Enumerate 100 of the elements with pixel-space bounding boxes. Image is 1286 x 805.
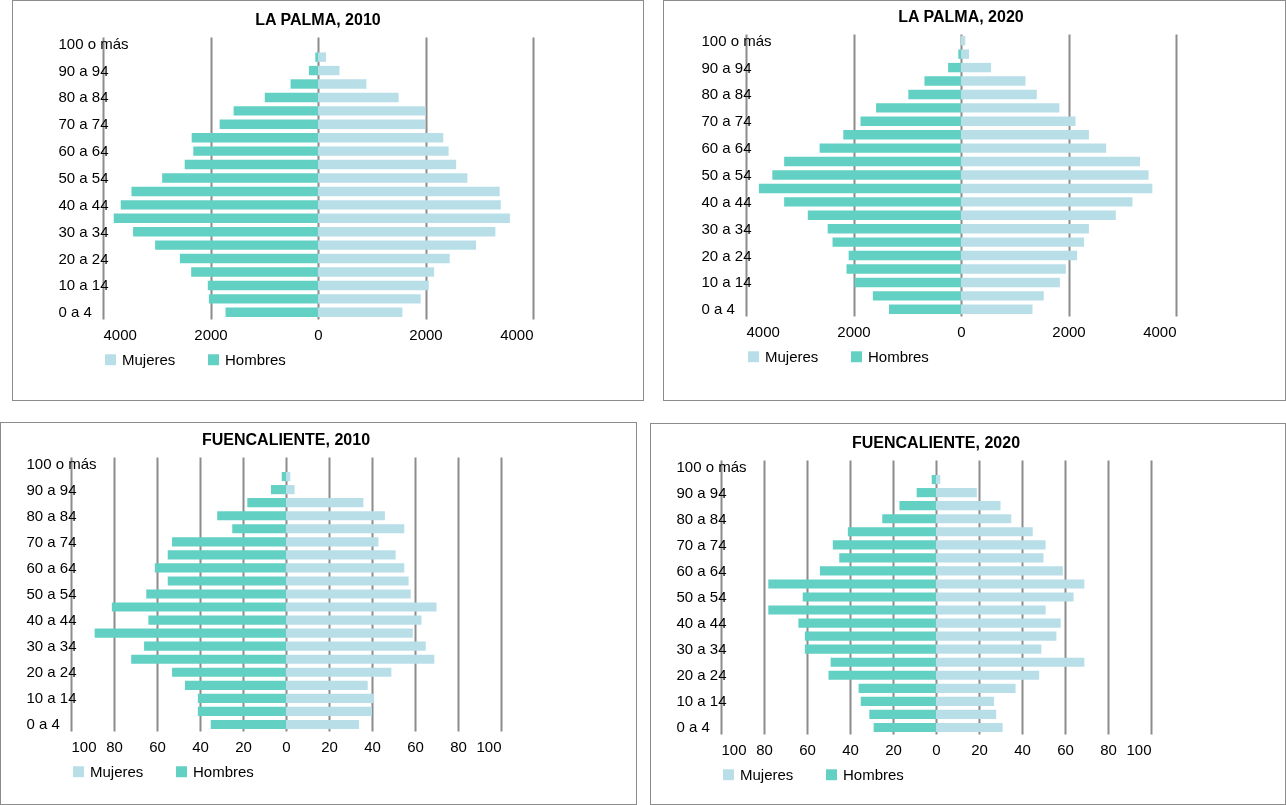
- chart-title: FUENCALIENTE, 2020: [851, 434, 1021, 452]
- y-tick-label: 40 a 44: [58, 195, 109, 213]
- bar: [172, 667, 286, 677]
- bar: [286, 576, 409, 586]
- legend-label: Mujeres: [740, 765, 794, 783]
- bar: [286, 524, 405, 534]
- legend-label: Hombres: [868, 347, 929, 365]
- y-tick-label: 100 o más: [676, 457, 747, 475]
- y-tick-label: 90 a 94: [701, 58, 752, 76]
- bar: [936, 696, 995, 706]
- y-tick-label: 10 a 14: [676, 692, 727, 710]
- x-tick-label: 60: [799, 740, 816, 758]
- x-tick-label: 2000: [837, 322, 871, 340]
- x-tick-label: 0: [932, 740, 941, 758]
- y-tick-label: 20 a 24: [701, 246, 752, 264]
- y-tick-label: 0 a 4: [676, 718, 710, 736]
- bar: [286, 472, 291, 482]
- bar: [899, 501, 936, 511]
- x-tick-label: 80: [1100, 740, 1117, 758]
- bar: [286, 706, 372, 716]
- bar: [281, 472, 286, 482]
- bar: [936, 683, 1016, 693]
- bar: [936, 618, 1061, 628]
- y-tick-label: 30 a 34: [26, 637, 77, 655]
- x-tick-label: 60: [149, 737, 166, 755]
- bar: [869, 709, 936, 719]
- x-tick-label: 2000: [409, 325, 443, 343]
- bar: [828, 670, 936, 680]
- y-tick-label: 70 a 74: [58, 115, 109, 133]
- bar: [197, 693, 286, 703]
- bar: [847, 527, 936, 537]
- bar: [830, 657, 936, 667]
- bar: [804, 644, 936, 654]
- x-tick-label: 4000: [746, 322, 780, 340]
- y-tick-label: 100 o más: [701, 31, 772, 49]
- bar: [286, 693, 375, 703]
- y-tick-label: 90 a 94: [26, 480, 77, 498]
- x-tick-label: 20: [321, 737, 338, 755]
- x-tick-label: 40: [842, 740, 859, 758]
- bar: [286, 602, 437, 612]
- y-tick-label: 0 a 4: [58, 303, 92, 321]
- y-tick-label: 80 a 84: [26, 506, 77, 524]
- x-tick-label: 100: [71, 737, 97, 755]
- y-tick-label: 0 a 4: [26, 715, 60, 733]
- y-tick-label: 60 a 64: [26, 558, 77, 576]
- bar: [931, 475, 936, 485]
- x-tick-label: 20: [971, 740, 988, 758]
- x-tick-label: 2000: [194, 325, 228, 343]
- bar: [286, 680, 368, 690]
- bar: [936, 670, 1040, 680]
- y-tick-label: 60 a 64: [676, 561, 727, 579]
- y-tick-label: 90 a 94: [58, 61, 109, 79]
- bar: [839, 553, 936, 563]
- x-tick-label: 0: [957, 322, 966, 340]
- bar: [873, 722, 936, 733]
- x-tick-label: 40: [1014, 740, 1031, 758]
- legend-label: Mujeres: [765, 347, 819, 365]
- y-tick-label: 90 a 94: [676, 483, 727, 501]
- bar: [768, 605, 936, 615]
- bar: [936, 527, 1033, 537]
- y-tick-label: 70 a 74: [26, 532, 77, 550]
- bar: [936, 644, 1042, 654]
- bar: [798, 618, 936, 628]
- bar: [916, 488, 936, 498]
- x-tick-label: 20: [885, 740, 902, 758]
- x-tick-label: 0: [282, 737, 291, 755]
- y-tick-label: 20 a 24: [58, 249, 109, 267]
- y-tick-label: 50 a 54: [26, 585, 77, 602]
- bar: [184, 680, 286, 690]
- bar: [804, 631, 936, 641]
- bar: [232, 524, 286, 534]
- y-tick-label: 80 a 84: [58, 88, 109, 106]
- legend-label: Hombres: [193, 762, 254, 780]
- y-tick-label: 40 a 44: [676, 614, 727, 632]
- bar: [131, 654, 286, 664]
- x-tick-label: 20: [235, 737, 252, 755]
- x-tick-label: 4000: [103, 325, 137, 343]
- bar: [286, 498, 364, 508]
- chart-title: LA PALMA, 2020: [898, 8, 1024, 26]
- y-tick-label: 10 a 14: [26, 689, 77, 707]
- bar: [936, 566, 1063, 576]
- y-tick-label: 70 a 74: [701, 112, 752, 130]
- y-tick-label: 20 a 24: [26, 663, 77, 681]
- bar: [286, 615, 422, 625]
- bar: [286, 550, 396, 560]
- bar: [111, 602, 286, 612]
- bar: [832, 540, 936, 550]
- bar: [197, 706, 286, 716]
- y-tick-label: 30 a 34: [701, 219, 752, 237]
- x-tick-label: 80: [756, 740, 773, 758]
- bar: [286, 589, 411, 599]
- y-tick-label: 30 a 34: [676, 640, 727, 658]
- x-tick-label: 0: [314, 325, 323, 343]
- bar: [144, 641, 286, 651]
- x-tick-label: 4000: [1143, 322, 1177, 340]
- y-tick-label: 80 a 84: [701, 85, 752, 103]
- bar: [172, 537, 286, 547]
- y-tick-label: 100 o más: [58, 34, 129, 52]
- y-tick-label: 80 a 84: [676, 509, 727, 527]
- bar: [286, 537, 379, 547]
